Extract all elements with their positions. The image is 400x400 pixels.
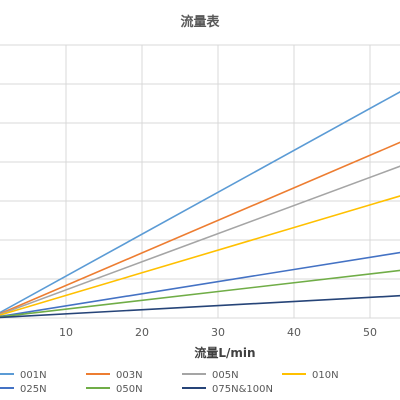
legend-item-010N: 010N: [282, 370, 339, 381]
legend-label: 003N: [116, 370, 143, 381]
legend-item-003N: 003N: [86, 370, 143, 381]
series-line-050N: [0, 269, 400, 318]
x-tick-labels: 10 20 30 40 50: [59, 326, 377, 339]
series-line-001N: [0, 90, 400, 314]
series-line-025N: [0, 251, 400, 318]
legend: 001N 003N 005N 010N 025N 050N 075N&100N: [0, 370, 339, 395]
chart-title: 流量表: [180, 14, 220, 30]
series-line-005N: [0, 165, 400, 316]
legend-item-025N: 025N: [0, 384, 47, 395]
x-tick-label: 10: [59, 326, 73, 339]
legend-label: 010N: [312, 370, 339, 381]
series-line-010N: [0, 195, 400, 316]
legend-item-050N: 050N: [86, 384, 143, 395]
legend-item-001N: 001N: [0, 370, 47, 381]
x-tick-label: 30: [211, 326, 225, 339]
series-line-003N: [0, 141, 400, 315]
legend-item-005N: 005N: [182, 370, 239, 381]
legend-label: 025N: [20, 384, 47, 395]
legend-label: 075N&100N: [212, 384, 273, 395]
legend-item-075N&100N: 075N&100N: [182, 384, 273, 395]
legend-label: 050N: [116, 384, 143, 395]
x-tick-label: 40: [287, 326, 301, 339]
x-tick-label: 20: [135, 326, 149, 339]
x-tick-label: 50: [363, 326, 377, 339]
x-axis-label: 流量L/min: [194, 345, 255, 360]
legend-label: 001N: [20, 370, 47, 381]
legend-label: 005N: [212, 370, 239, 381]
series-lines: [0, 90, 400, 319]
series-line-075N&100N: [0, 294, 400, 319]
